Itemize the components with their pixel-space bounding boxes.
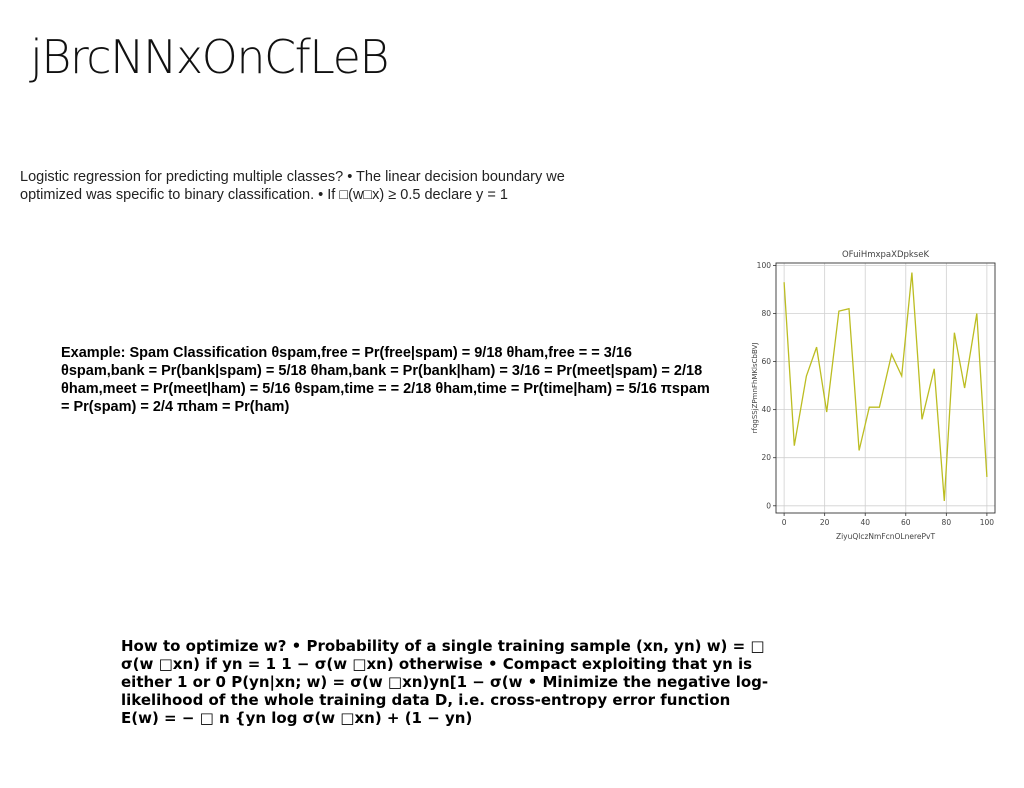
- x-tick-label: 60: [901, 518, 911, 527]
- x-tick-label: 80: [942, 518, 952, 527]
- x-tick-label: 20: [820, 518, 830, 527]
- y-tick-label: 0: [766, 501, 771, 510]
- optimize-paragraph: How to optimize w? • Probability of a si…: [121, 637, 769, 727]
- example-paragraph: Example: Spam Classification θspam,free …: [61, 345, 710, 415]
- chart-title: OFuiHmxpaXDpkseK: [842, 250, 930, 260]
- y-tick-label: 80: [761, 309, 771, 318]
- line-chart: 0 20 40 60 80 100 0 20 40 60 80 100 OFuiHmxpaXDpkseK…: [745, 243, 1003, 553]
- y-tick-label: 40: [761, 405, 771, 414]
- intro-paragraph: Logistic regression for predicting multi…: [20, 169, 565, 203]
- x-axis-label: ZiyuQlczNmFcnOLnerePvT: [836, 532, 936, 541]
- y-tick-label: 20: [761, 453, 771, 462]
- y-tick-label: 60: [761, 357, 771, 366]
- x-tick-label: 0: [782, 518, 787, 527]
- y-tick-label: 100: [757, 261, 772, 270]
- series-line: [783, 272, 988, 502]
- plot-frame: [775, 262, 996, 514]
- x-tick-label: 40: [860, 518, 870, 527]
- slide-title: jBrcNNxOnCfLeB: [30, 30, 390, 84]
- y-axis-label: rfqgSSjZPmnFhMKlsCbBVJ: [751, 343, 759, 434]
- line-chart-svg: 0 20 40 60 80 100 0 20 40 60 80 100 OFuiHmxpaXDpkseK…: [751, 250, 996, 541]
- x-tick-label: 100: [980, 518, 995, 527]
